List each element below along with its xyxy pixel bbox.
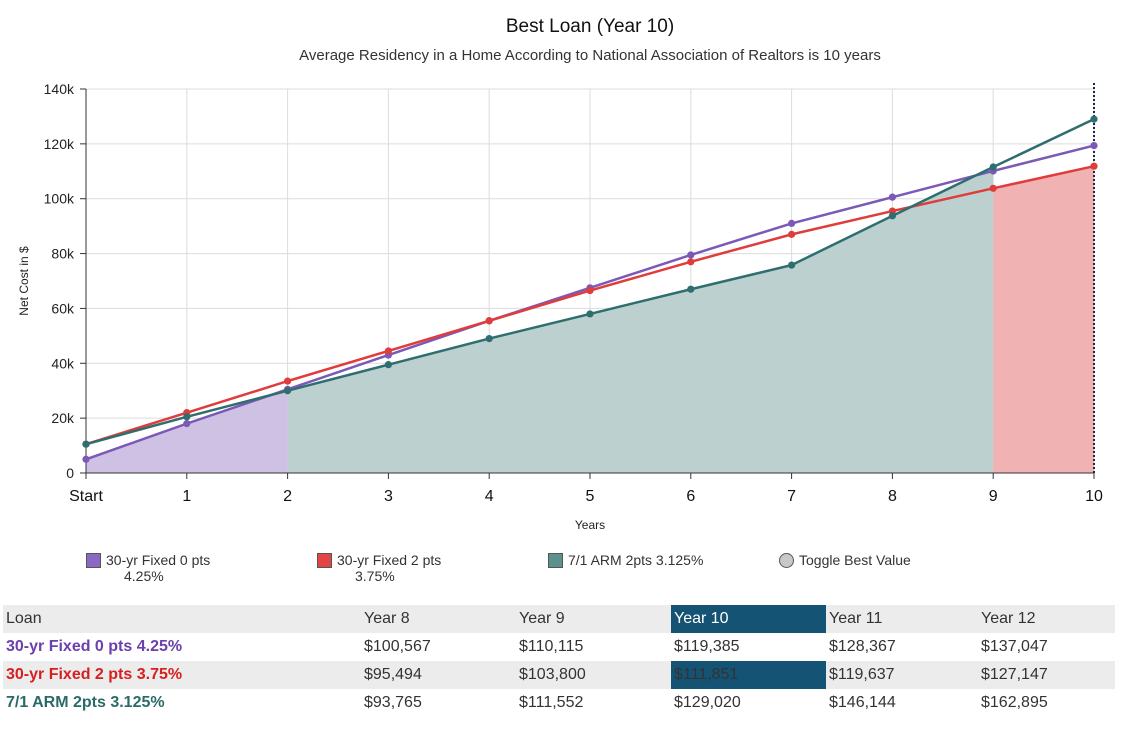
best-value-cell: $111,851 [671, 661, 826, 689]
data-point [284, 387, 292, 395]
data-point [687, 251, 695, 259]
table-cell: $119,385 [674, 638, 740, 655]
loan-name: 30-yr Fixed 2 pts 3.75% [6, 666, 183, 683]
table-cell: $129,020 [674, 694, 741, 711]
data-point [485, 335, 493, 343]
best-value-area [86, 389, 288, 473]
x-tick-label: 4 [485, 488, 494, 505]
data-point [888, 212, 897, 220]
data-point [687, 258, 695, 266]
header-year-10: Year 10 [671, 605, 826, 633]
x-tick-label: 10 [1085, 488, 1103, 505]
y-tick-label: 60k [51, 300, 75, 316]
y-tick-label: 140k [44, 81, 75, 97]
table-cell: $119,637 [829, 666, 895, 683]
x-tick-label: 3 [384, 488, 393, 505]
table-cell: $110,115 [519, 638, 584, 655]
legend-swatch [317, 553, 332, 568]
data-point [183, 413, 191, 421]
table-header-row: Loan Year 8 Year 9 Year 10 Year 11 Year … [3, 605, 1115, 633]
table-cell: $100,567 [364, 638, 431, 655]
best-value-area [993, 166, 1094, 473]
data-point [384, 347, 392, 355]
table-cell: $162,895 [981, 694, 1048, 711]
legend-label-rate: 4.25% [124, 568, 164, 584]
toggle-best-value[interactable]: Toggle Best Value [779, 552, 911, 568]
chart: 0 20k 40k 60k 80k 100k 120k 140k Start 1 2 3 4 5 6 7 8 9 1… [17, 81, 1103, 532]
data-point [586, 310, 594, 318]
chart-subtitle: Average Residency in a Home According to… [299, 47, 881, 64]
data-point [586, 287, 594, 295]
table-cell: $111,552 [519, 694, 584, 711]
x-axis-label: Years [575, 518, 605, 532]
y-tick-label: 80k [51, 246, 75, 262]
series-points [82, 115, 1098, 463]
x-tick-label: 8 [888, 488, 897, 505]
data-point [284, 377, 292, 385]
y-tick-label: 0 [66, 465, 74, 481]
legend-swatch [548, 553, 563, 568]
data-point [82, 440, 90, 448]
x-tick-label: 7 [787, 488, 796, 505]
x-tick-label: 6 [686, 488, 695, 505]
loan-name: 30-yr Fixed 0 pts 4.25% [6, 638, 183, 655]
y-axis-label: Net Cost in $ [17, 246, 31, 316]
y-tick-label: 40k [51, 355, 75, 371]
table-cell: $128,367 [829, 638, 896, 655]
data-point [788, 219, 796, 227]
table-row: 30-yr Fixed 2 pts 3.75% $95,494 $103,800… [3, 661, 1115, 689]
y-tick-label: 120k [44, 136, 75, 152]
loan-name: 7/1 ARM 2pts 3.125% [6, 694, 165, 711]
best-value-areas [86, 166, 1094, 473]
data-point [384, 361, 392, 369]
x-tick-label: 1 [182, 488, 191, 505]
axis-labels: Net Cost in $ Years [17, 246, 605, 532]
x-tick-label: 9 [989, 488, 998, 505]
chart-title: Best Loan (Year 10) [505, 16, 675, 37]
data-point [989, 184, 997, 192]
legend-item-fixed-2pts[interactable]: 30-yr Fixed 2 pts 3.75% [317, 552, 467, 584]
header-year-12: Year 12 [981, 610, 1036, 627]
header-loan: Loan [6, 610, 42, 627]
data-point [687, 285, 695, 293]
data-point [788, 230, 796, 238]
table-cell: $95,494 [364, 666, 422, 683]
legend-label: 30-yr Fixed 2 pts [337, 552, 442, 568]
legend-label-rate: 3.75% [355, 568, 395, 584]
legend-label: 7/1 ARM 2pts 3.125% [568, 552, 704, 568]
toggle-best-value-label: Toggle Best Value [799, 552, 911, 568]
table-row: 7/1 ARM 2pts 3.125% $93,765 $111,552 $12… [3, 689, 1115, 717]
data-point [1090, 141, 1098, 150]
y-tick-label: 100k [44, 191, 75, 207]
data-point [485, 317, 493, 325]
header-year-9: Year 9 [519, 610, 565, 627]
loan-comparison-table: Loan Year 8 Year 9 Year 10 Year 11 Year … [3, 605, 1115, 717]
x-tick-label: 5 [586, 488, 595, 505]
axes: 0 20k 40k 60k 80k 100k 120k 140k Start 1 2 3 4 5 6 7 8 9 1… [44, 81, 1103, 505]
header-year-11: Year 11 [829, 610, 883, 627]
data-point [1090, 115, 1098, 123]
toggle-radio-icon[interactable] [779, 553, 794, 568]
table-cell: $146,144 [829, 694, 896, 711]
y-tick-label: 20k [51, 410, 75, 426]
legend-swatch [86, 553, 101, 568]
legend-item-arm[interactable]: 7/1 ARM 2pts 3.125% [548, 552, 738, 568]
header-year-8: Year 8 [364, 610, 410, 627]
legend-item-fixed-0pts[interactable]: 30-yr Fixed 0 pts 4.25% [86, 552, 236, 584]
table-cell: $93,765 [364, 694, 422, 711]
data-point [1090, 162, 1098, 170]
data-point [788, 261, 796, 269]
data-point [888, 193, 897, 201]
x-tick-label: Start [69, 488, 103, 505]
legend-label: 30-yr Fixed 0 pts [106, 552, 211, 568]
data-point [183, 420, 191, 428]
data-point [989, 163, 997, 171]
table-cell: $103,800 [519, 666, 586, 683]
table-cell: $137,047 [981, 638, 1048, 655]
best-value-area [287, 167, 994, 473]
data-point [82, 455, 90, 463]
table-row: 30-yr Fixed 0 pts 4.25% $100,567 $110,11… [3, 633, 1115, 661]
x-tick-label: 2 [283, 488, 292, 505]
table-cell: $127,147 [981, 666, 1048, 683]
